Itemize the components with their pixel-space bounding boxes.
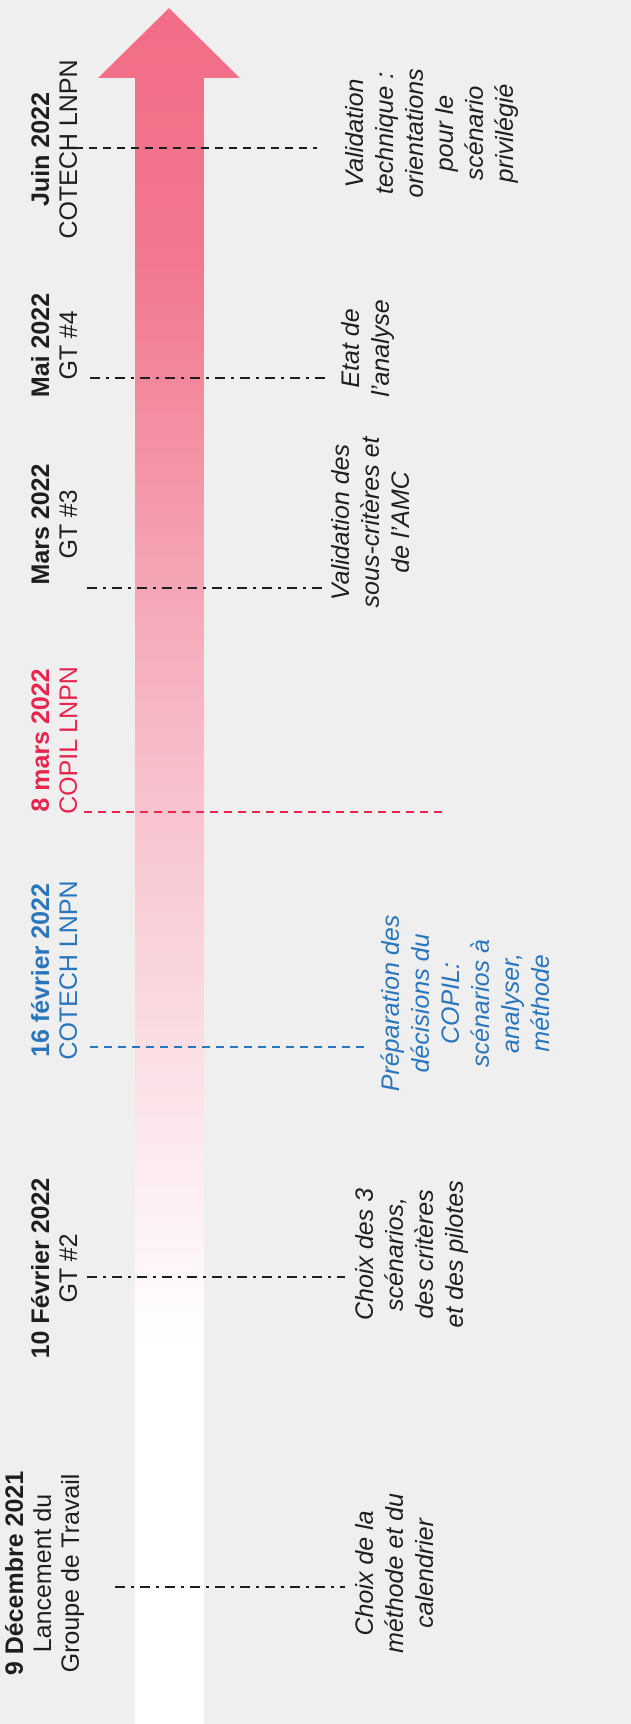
event-7-desc-line: orientations <box>401 68 429 198</box>
event-3-desc-line: décisions du <box>407 933 435 1073</box>
event-7-desc-line: pour le <box>431 94 459 172</box>
event-7-desc-line: privilégié <box>491 83 519 183</box>
event-3-desc-line: COPIL: <box>437 962 465 1044</box>
event-7-line-1: COTECH LNPN <box>55 59 83 239</box>
event-3-desc-line: analyser, <box>497 952 525 1054</box>
timeline-arrow <box>98 8 240 1724</box>
event-1-date: 9 Décembre 2021 <box>1 1470 29 1676</box>
event-7-desc-line: Validation <box>341 78 369 188</box>
event-3-desc-line: méthode <box>527 954 555 1052</box>
event-7-date: Juin 2022 <box>27 92 55 206</box>
event-7-desc-line: technique : <box>371 71 399 195</box>
event-3-desc-line: scénarios à <box>467 939 495 1067</box>
event-3-desc-line: Préparation des <box>377 914 405 1092</box>
event-7-desc-line: scénario <box>461 85 489 181</box>
